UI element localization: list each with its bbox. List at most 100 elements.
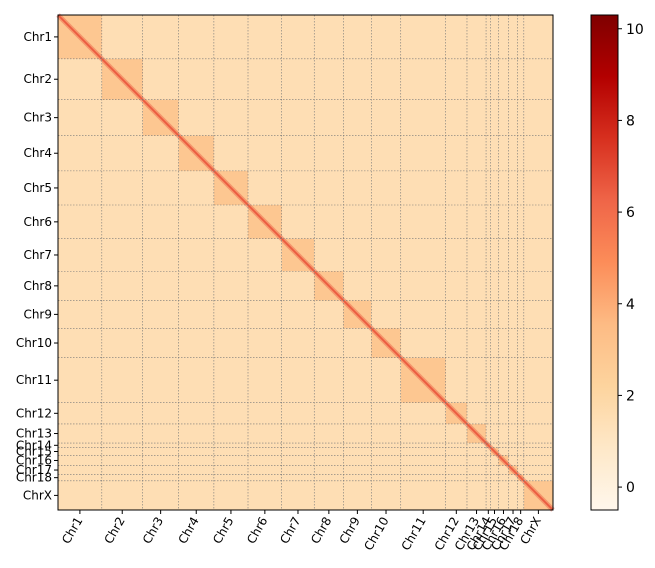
heatmap-cell <box>445 455 468 466</box>
heatmap-cell <box>466 271 487 301</box>
heatmap-cell <box>508 480 518 511</box>
heatmap-cell <box>248 480 282 511</box>
heatmap-cell <box>58 357 103 403</box>
heatmap-cell <box>58 300 103 329</box>
heatmap-cell <box>371 465 402 475</box>
heatmap-cell <box>517 402 525 425</box>
heatmap-cell <box>248 271 282 301</box>
heatmap-cell <box>517 447 525 456</box>
heatmap-cell <box>490 465 499 475</box>
heatmap-cell <box>517 357 525 403</box>
heatmap-cell <box>400 15 446 60</box>
heatmap-cell <box>486 423 491 444</box>
heatmap-cell <box>371 99 402 136</box>
heatmap-cell <box>508 455 518 466</box>
colorbar-tick-label: 2 <box>626 388 635 404</box>
heatmap-cell <box>142 357 179 403</box>
heatmap-cell <box>281 447 315 456</box>
heatmap-cell <box>101 443 143 448</box>
heatmap-cell <box>508 238 518 272</box>
heatmap-cell <box>466 58 487 100</box>
heatmap-cell <box>400 238 446 272</box>
heatmap-cell <box>486 238 491 272</box>
heatmap-cell <box>58 99 103 136</box>
heatmap-cell <box>314 443 344 448</box>
heatmap-cell <box>523 443 554 448</box>
heatmap-cell <box>490 474 499 482</box>
heatmap-cell <box>213 135 249 172</box>
heatmap-cell <box>400 480 446 511</box>
heatmap-cell <box>213 402 249 425</box>
heatmap-cell <box>58 447 103 456</box>
heatmap-cell <box>400 99 446 136</box>
heatmap-cell <box>343 465 372 475</box>
heatmap-cell <box>508 447 518 456</box>
heatmap-cell <box>371 423 402 444</box>
heatmap-cell <box>400 447 446 456</box>
heatmap-cell <box>498 447 509 456</box>
heatmap-cell <box>281 58 315 100</box>
x-tick-label: Chr2 <box>101 515 127 547</box>
heatmap-cell <box>142 170 179 206</box>
y-tick-label: Chr11 <box>16 373 52 387</box>
heatmap-cell <box>400 443 446 448</box>
heatmap-cell <box>58 135 103 172</box>
colorbar-tick-label: 4 <box>626 297 635 313</box>
heatmap-cell <box>523 474 554 482</box>
heatmap-cell <box>498 480 509 511</box>
heatmap-cell <box>523 205 554 239</box>
heatmap-cell <box>314 15 344 60</box>
heatmap-cell <box>498 135 509 172</box>
heatmap-cell <box>466 447 487 456</box>
colorbar-tick-label: 10 <box>626 22 644 38</box>
heatmap-cell <box>445 328 468 359</box>
heatmap-cell <box>445 99 468 136</box>
heatmap-cell <box>523 357 554 403</box>
heatmap-cell <box>178 328 215 359</box>
heatmap-cell <box>498 99 509 136</box>
heatmap-cell <box>400 465 446 475</box>
heatmap-cell <box>490 455 499 466</box>
x-tick-label: Chr4 <box>175 515 201 547</box>
heatmap-cell <box>371 357 402 403</box>
heatmap-cell <box>343 205 372 239</box>
heatmap-cell <box>371 58 402 100</box>
heatmap-cell <box>343 99 372 136</box>
heatmap-cell <box>213 447 249 456</box>
heatmap-cell <box>213 238 249 272</box>
y-tick-label: Chr9 <box>23 307 52 321</box>
heatmap-cell <box>523 99 554 136</box>
heatmap-cell <box>508 99 518 136</box>
heatmap-cell <box>58 423 103 444</box>
heatmap-cell <box>314 474 344 482</box>
heatmap-cell <box>486 357 491 403</box>
heatmap-cell <box>445 271 468 301</box>
heatmap-cell <box>400 205 446 239</box>
heatmap-cell <box>490 443 499 448</box>
heatmap-cell <box>343 455 372 466</box>
heatmap-cell <box>466 238 487 272</box>
heatmap-cell <box>142 238 179 272</box>
heatmap-cell <box>142 423 179 444</box>
heatmap-cell <box>248 443 282 448</box>
heatmap-cell <box>343 423 372 444</box>
heatmap-cell <box>400 474 446 482</box>
heatmap-cell <box>400 271 446 301</box>
heatmap-cell <box>101 271 143 301</box>
heatmap-cell <box>178 480 215 511</box>
heatmap-cell <box>490 205 499 239</box>
heatmap-cell <box>517 480 525 511</box>
heatmap-cell <box>445 58 468 100</box>
heatmap-cell <box>281 271 315 301</box>
y-tick-label: ChrX <box>23 488 52 502</box>
heatmap-cell <box>466 99 487 136</box>
y-tick-label: Chr16 <box>16 453 52 467</box>
heatmap-cell <box>445 474 468 482</box>
heatmap-cell <box>371 443 402 448</box>
heatmap-cell <box>517 15 525 60</box>
heatmap-cell <box>101 357 143 403</box>
heatmap-cell <box>508 271 518 301</box>
heatmap-cell <box>371 238 402 272</box>
heatmap-cell <box>445 443 468 448</box>
